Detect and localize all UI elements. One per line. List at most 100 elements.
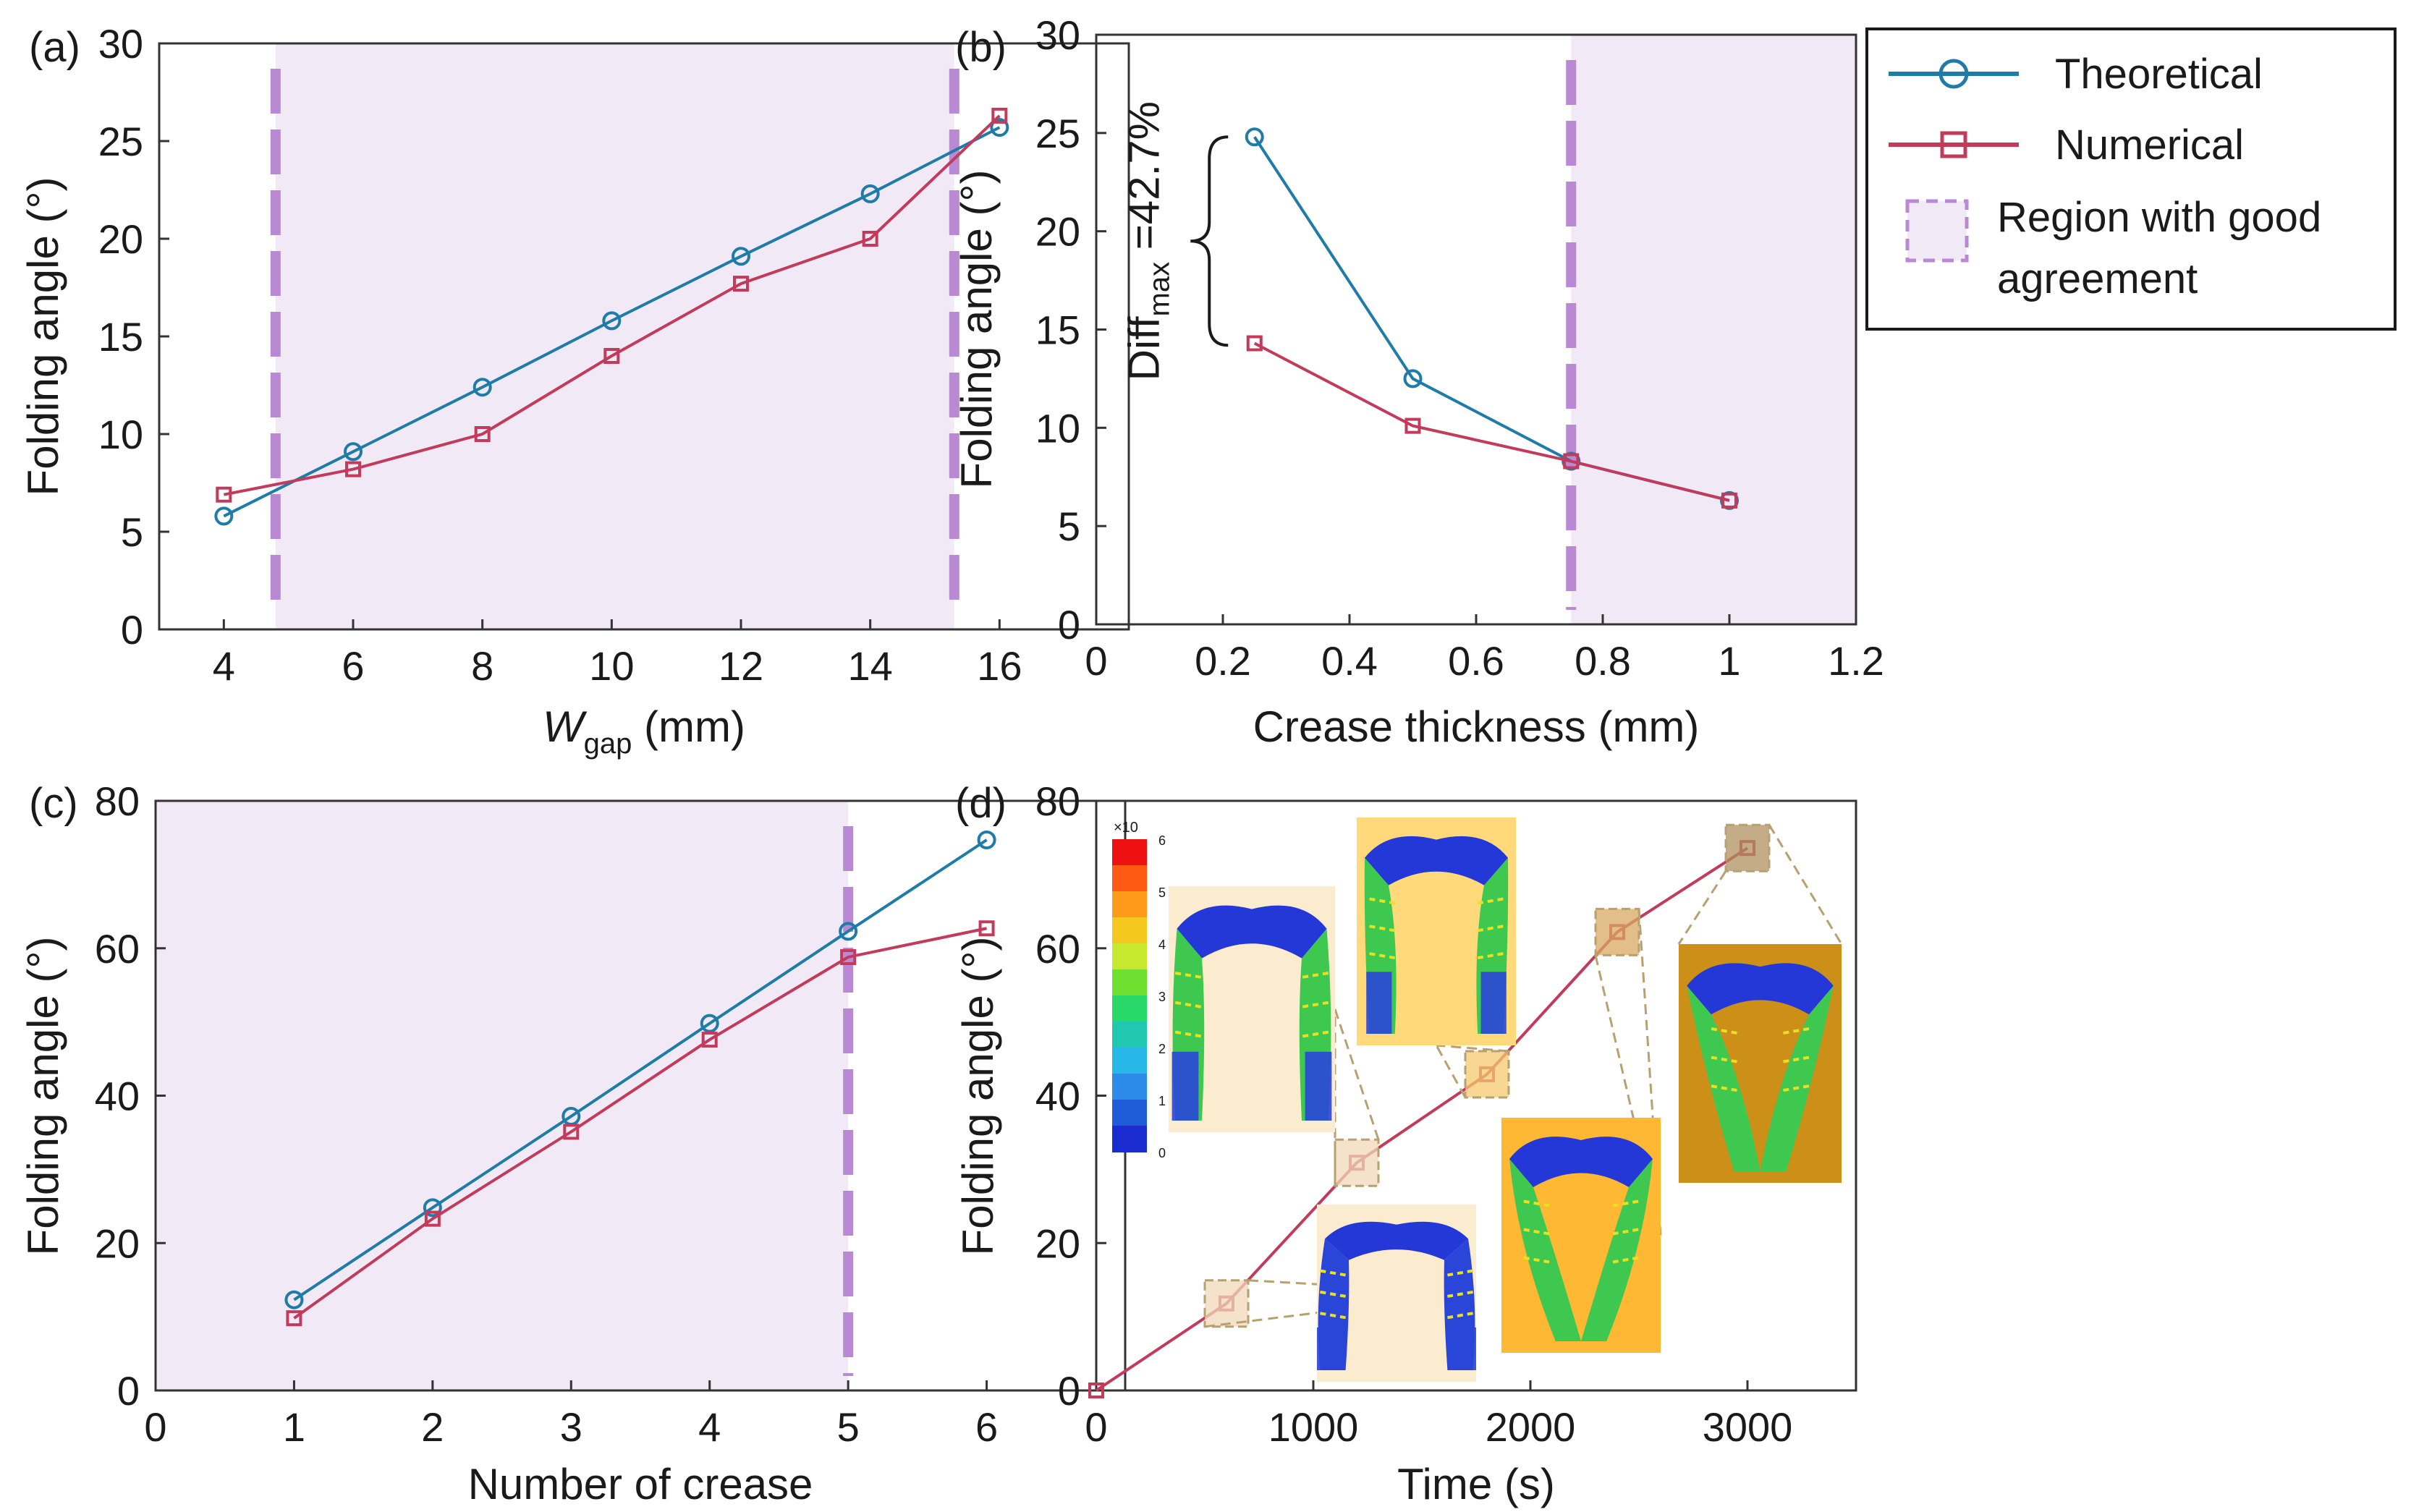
- panel-d-colorbar-band: [1112, 1100, 1147, 1126]
- panel-b-ytick-label: 0: [1058, 602, 1080, 647]
- panel-d-inset-crease: [1523, 1256, 1550, 1264]
- panel-d-colorbar-label: 2: [1158, 1042, 1166, 1056]
- panel-d-xtick-label: 1000: [1268, 1404, 1359, 1450]
- panel-d-leader-line: [1334, 1008, 1380, 1140]
- panel-d-inset-right-foot: [1305, 1051, 1332, 1121]
- panel-d-ylabel: Folding angle (°): [954, 937, 1002, 1256]
- panel-d-inset-5: [1679, 944, 1842, 1183]
- panel-d-inset-right-foot: [1450, 1327, 1476, 1370]
- panel-d-inset-right-leg: [1581, 1159, 1653, 1341]
- panel-d-highlight-box: [1724, 823, 1771, 872]
- panel-a-xlabel: Wgap (mm): [543, 702, 745, 760]
- panel-d-inset-crease: [1301, 972, 1329, 979]
- panel-d-inset-crease: [1369, 952, 1396, 960]
- panel-d-inset-crease: [1477, 925, 1504, 933]
- panel-a-agreement-region: [275, 43, 954, 629]
- panel-d-xlabel: Time (s): [1397, 1460, 1555, 1508]
- panel-d-inset-1: [1317, 1205, 1476, 1382]
- panel-a-xtick-label: 10: [589, 643, 634, 689]
- panel-a-ytick-label: 25: [98, 119, 143, 164]
- panel-d-inset-crease: [1782, 1027, 1810, 1035]
- panel-d-colorbar-band: [1112, 943, 1147, 970]
- panel-d-highlight-box: [1203, 1279, 1250, 1328]
- legend: Theoretical Numerical Region with good a…: [1865, 27, 2397, 331]
- panel-d-xtick-label: 0: [1085, 1404, 1107, 1450]
- panel-c-theoretical-line: [293, 838, 988, 1301]
- panel-d-ytick-label: 60: [1035, 926, 1080, 972]
- panel-d-inset-crease: [1447, 1269, 1473, 1277]
- panel-d-inset-crease: [1711, 1084, 1738, 1092]
- panel-d-colorbar-band: [1112, 1074, 1147, 1100]
- panel-d-colorbar-band: [1112, 995, 1147, 1022]
- panel-d-inset-3: [1357, 817, 1516, 1045]
- panel-b-chart: 0 0.2 0.4 0.6 0.8 1 1.2 0 5 10 15 20 25 30 (b) Folding …: [952, 12, 1884, 751]
- panel-a-xlabel-unit: (mm): [632, 702, 745, 751]
- panel-c-xtick-label: 6: [975, 1404, 998, 1450]
- panel-d-inset-right-leg: [1760, 985, 1834, 1171]
- panel-a-theoretical-point: [732, 247, 750, 266]
- panel-b-numerical-line: [1253, 341, 1730, 502]
- panel-a-numerical-point: [603, 348, 620, 364]
- panel-a-xlabel-sub: gap: [584, 728, 632, 760]
- panel-d-colorbar-band: [1112, 1048, 1147, 1074]
- panel-d-ytick-label: 40: [1035, 1074, 1080, 1119]
- panel-a-theoretical-point: [602, 311, 622, 331]
- panel-d-inset-right-foot: [1616, 1277, 1641, 1342]
- legend-region-swatch: [1905, 199, 1969, 263]
- panel-b-diff-brace: [1190, 135, 1229, 347]
- panel-d-inset-crease: [1369, 897, 1396, 905]
- panel-d-ytick-label: 20: [1035, 1220, 1080, 1266]
- panel-a-theoretical-point: [344, 442, 363, 462]
- legend-numerical-label: Numerical: [2055, 122, 2244, 169]
- panel-b-ytick-label: 25: [1035, 111, 1080, 156]
- panel-d-inset-crease: [1612, 1256, 1639, 1264]
- panel-d-leader-line: [1436, 1044, 1509, 1053]
- panel-d-colorbar-label: 1: [1158, 1094, 1166, 1108]
- panel-c-xtick-label: 0: [144, 1404, 166, 1450]
- panel-d-colorbar-band: [1112, 969, 1147, 996]
- panel-a-ytick-label: 30: [98, 21, 143, 67]
- panel-d-inset-crease: [1477, 952, 1504, 960]
- panel-a-xtick-label: 16: [977, 643, 1022, 689]
- panel-b-label: (b): [955, 24, 1007, 71]
- panel-d-highlight-box: [1594, 907, 1640, 956]
- panel-c-numerical-point: [286, 1310, 302, 1327]
- panel-d-inset-left-foot: [1520, 1277, 1546, 1342]
- panel-b-numerical-point: [1721, 492, 1737, 509]
- panel-d-inset-right-foot: [1787, 1105, 1813, 1171]
- panel-d-colorbar-label: 0: [1158, 1146, 1166, 1160]
- panel-d-inset-top-cap: [1509, 1137, 1653, 1187]
- panel-d-inset-top-cap: [1687, 963, 1834, 1015]
- panel-a-numerical-point: [733, 276, 749, 292]
- panel-a-ytick-label: 5: [121, 509, 143, 555]
- panel-b-diff-main: Diff: [1119, 316, 1168, 381]
- panel-b-numerical-point: [1563, 453, 1580, 470]
- panel-c-theoretical-point: [284, 1290, 304, 1309]
- panel-d-leader-line: [1768, 824, 1843, 945]
- panel-d-xtick-label: 2000: [1486, 1404, 1576, 1450]
- panel-b-theoretical-point: [1245, 127, 1264, 147]
- panel-a-numerical-point: [216, 486, 232, 503]
- panel-d-colorbar-label: 3: [1158, 990, 1166, 1004]
- panel-d-inset-crease: [1320, 1269, 1346, 1277]
- panel-a-theoretical-point: [990, 118, 1009, 137]
- panel-b-xtick-label: 0.6: [1448, 638, 1504, 684]
- panel-d-inset-crease: [1301, 1030, 1329, 1038]
- panel-c-ylabel: Folding angle (°): [19, 937, 67, 1256]
- panel-d-highlight-box: [1464, 1050, 1510, 1099]
- panel-b-numerical-point: [1404, 417, 1421, 434]
- panel-b-ytick-label: 5: [1058, 504, 1080, 549]
- panel-d-inset-crease: [1369, 925, 1396, 933]
- panel-d-inset-crease: [1612, 1199, 1639, 1207]
- panel-b-xtick-label: 0.2: [1195, 638, 1251, 684]
- panel-a-numerical-point: [862, 231, 878, 247]
- panel-d-inset-crease: [1477, 897, 1504, 905]
- panel-a-xtick-label: 8: [471, 643, 493, 689]
- panel-c-xtick-label: 5: [837, 1404, 860, 1450]
- panel-b-ytick-label: 10: [1035, 405, 1080, 451]
- panel-c-theoretical-point: [423, 1198, 442, 1218]
- panel-a-chart: 4 6 8 10 12 14 16 0 5 10 15 20 25 30 (a) Folding angle …: [19, 21, 1130, 760]
- panel-a-ytick-label: 20: [98, 216, 143, 262]
- panel-d-colorbar-multiplier: ×10: [1114, 820, 1138, 836]
